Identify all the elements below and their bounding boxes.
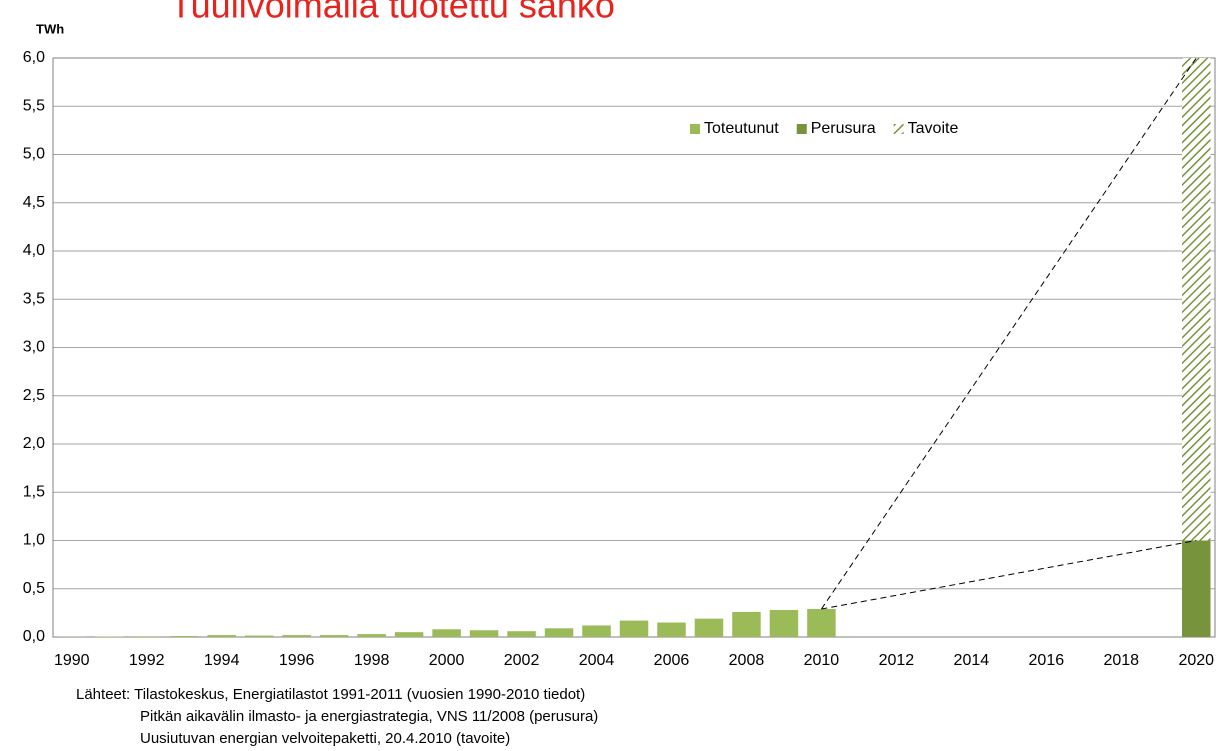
x-tick-label: 2010 bbox=[804, 652, 840, 669]
x-tick-label: 1990 bbox=[54, 652, 90, 669]
y-tick-label: 6,0 bbox=[23, 49, 45, 66]
bar bbox=[620, 621, 648, 637]
bar bbox=[507, 631, 535, 637]
legend-swatch bbox=[797, 124, 807, 134]
x-tick-label: 2014 bbox=[954, 652, 990, 669]
bar bbox=[1182, 58, 1210, 541]
bar bbox=[732, 612, 760, 637]
bar bbox=[432, 629, 460, 637]
legend-swatch bbox=[690, 124, 700, 134]
legend-swatch bbox=[894, 124, 904, 134]
bar bbox=[807, 609, 835, 637]
y-tick-label: 4,0 bbox=[23, 242, 45, 259]
y-tick-label: 4,5 bbox=[23, 194, 45, 211]
y-tick-label: 5,0 bbox=[23, 146, 45, 163]
bar bbox=[170, 636, 198, 637]
bar bbox=[695, 619, 723, 637]
x-tick-label: 2012 bbox=[879, 652, 915, 669]
x-tick-label: 1992 bbox=[129, 652, 165, 669]
y-tick-label: 2,0 bbox=[23, 435, 45, 452]
bar bbox=[207, 635, 235, 637]
x-tick-label: 2020 bbox=[1178, 652, 1214, 669]
x-tick-label: 2016 bbox=[1029, 652, 1065, 669]
x-tick-label: 2008 bbox=[729, 652, 765, 669]
x-tick-label: 2006 bbox=[654, 652, 690, 669]
bar bbox=[357, 634, 385, 637]
y-tick-label: 3,0 bbox=[23, 339, 45, 356]
source-line: Uusiutuvan energian velvoitepaketti, 20.… bbox=[140, 730, 510, 746]
y-tick-label: 0,0 bbox=[23, 628, 45, 645]
bar bbox=[395, 632, 423, 637]
bar bbox=[770, 610, 798, 637]
legend-label: Tavoite bbox=[908, 120, 959, 137]
bar bbox=[582, 625, 610, 637]
y-tick-label: 1,5 bbox=[23, 483, 45, 500]
x-tick-label: 2002 bbox=[504, 652, 540, 669]
legend-label: Perusura bbox=[811, 120, 876, 137]
bar bbox=[320, 635, 348, 637]
bar bbox=[245, 636, 273, 637]
source-line: Lähteet: Tilastokeskus, Energiatilastot … bbox=[76, 686, 585, 703]
bar bbox=[282, 635, 310, 637]
x-tick-label: 2004 bbox=[579, 652, 615, 669]
trend-line bbox=[821, 58, 1196, 609]
source-line: Pitkän aikavälin ilmasto- ja energiastra… bbox=[140, 708, 598, 725]
bar bbox=[470, 630, 498, 637]
bar bbox=[545, 628, 573, 637]
y-tick-label: 0,5 bbox=[23, 580, 45, 597]
bar bbox=[657, 623, 685, 637]
x-tick-label: 1996 bbox=[279, 652, 315, 669]
y-tick-label: 2,5 bbox=[23, 387, 45, 404]
legend-label: Toteutunut bbox=[704, 120, 779, 137]
y-axis-label: TWh bbox=[36, 21, 64, 36]
x-tick-label: 2018 bbox=[1103, 652, 1139, 669]
x-tick-label: 1998 bbox=[354, 652, 390, 669]
x-tick-label: 1994 bbox=[204, 652, 240, 669]
x-tick-label: 2000 bbox=[429, 652, 465, 669]
y-tick-label: 5,5 bbox=[23, 97, 45, 114]
bar bbox=[1182, 541, 1210, 638]
trend-line bbox=[821, 541, 1196, 610]
bar bbox=[132, 636, 160, 637]
y-tick-label: 1,0 bbox=[23, 532, 45, 549]
chart-title: Tuulivoimalla tuotettu sähkö bbox=[170, 0, 615, 26]
y-tick-label: 3,5 bbox=[23, 290, 45, 307]
